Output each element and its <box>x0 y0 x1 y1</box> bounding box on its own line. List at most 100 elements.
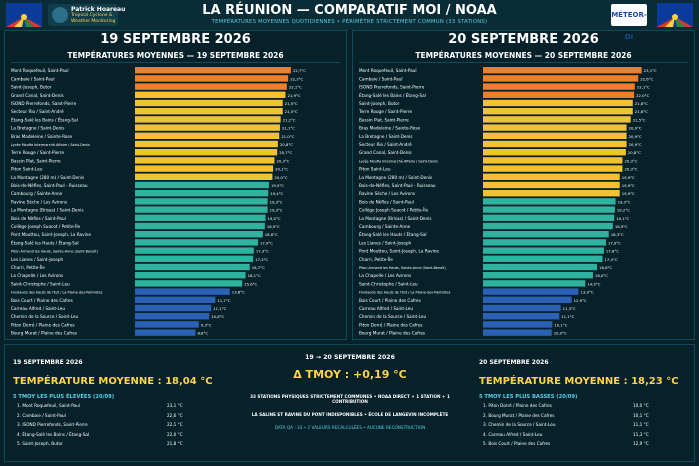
bar <box>135 222 265 230</box>
value-label: 8,8°C <box>197 331 208 336</box>
category-label: Collège Joseph Suacot / Petite-Île <box>11 224 80 229</box>
category-label: Bois-de-Nèfles, Saint-Paul - Ruisseau <box>11 183 88 188</box>
mid-note3: DATA QA : 33 • 2 VALEURS RECALCULÉES • A… <box>274 425 426 430</box>
category-label: Étang-Salé les Bains / Étang-Sal <box>11 117 78 122</box>
bar <box>135 124 280 131</box>
value-label: 19,0°C <box>268 216 281 221</box>
list-item: 3. ISOND Pierrefonds, Saint-Pierre 22,1 °… <box>17 422 197 432</box>
value-label: 21,8°C <box>635 109 648 114</box>
category-label: Bassin Plat, Saint-Pierre <box>11 158 61 163</box>
list-item-name: 3. Chemin de la Source / Saint-Leu <box>483 422 556 427</box>
category-label: Cambaie / Saint-Paul <box>11 76 55 81</box>
category-label: Étang-Salé les Hauts / Étang-Sal <box>359 232 427 237</box>
value-label: 17,2°C <box>255 257 268 262</box>
value-label: 22,3°C <box>290 76 303 81</box>
value-label: 20,8°C <box>280 142 293 147</box>
category-label: Pont Mouttou, Saint-Joseph, La Ravine <box>359 249 439 254</box>
category-label: Grand Canal, Saint-Denis <box>11 93 64 98</box>
bar <box>483 140 627 148</box>
logo-line3: Weather Monitoring <box>71 19 116 24</box>
value-label: 17,9°C <box>260 240 273 245</box>
bar <box>483 304 561 312</box>
list-item-name: 1. Mont Roquefeuil, Saint-Paul <box>17 403 80 408</box>
category-label: Secteur Rio / Saint-André <box>11 109 64 114</box>
category-label: La Bretagne / Saint-Denis <box>359 134 412 139</box>
bar <box>483 321 553 328</box>
category-label: Cambourg / Sainte-Anne <box>11 191 63 196</box>
bar <box>483 116 631 123</box>
logo-meteor-di: MÉTEOR-DI <box>611 4 647 41</box>
category-label: Mont Roquefeuil, Saint-Paul <box>359 68 417 73</box>
value-label: 13,8°C <box>232 290 245 295</box>
list-item-value: 11,1 °C <box>633 422 649 427</box>
reunion-flag-icon <box>6 3 42 27</box>
right-mean: TEMPÉRATURE MOYENNE : 18,23 °C <box>479 376 679 387</box>
category-label: La Chapelle / Les Avirons <box>359 273 411 278</box>
bar <box>483 149 626 156</box>
bar <box>483 239 606 246</box>
panel-date: 20 SEPTEMBRE 2026 <box>448 32 599 47</box>
right-date: 20 SEPTEMBRE 2026 <box>479 359 549 366</box>
category-label: Les Lianes / Saint-Joseph <box>359 240 412 245</box>
left-mean: TEMPÉRATURE MOYENNE : 18,04 °C <box>13 376 213 387</box>
category-label: Chemin de la Source / Saint-Leu <box>359 314 426 319</box>
reunion-flag-icon-right <box>657 3 693 27</box>
list-item: 4. Carreau Alfred / Saint-Leu 11,3 °C <box>483 432 663 442</box>
value-label: 19,3°C <box>618 199 631 204</box>
category-label: Lycée Moufia Intermarché-Affaire / Saint… <box>11 143 90 147</box>
bar <box>135 247 254 254</box>
divider <box>359 62 688 63</box>
logo-line2: Tropical Cyclone & <box>71 13 113 18</box>
category-label: Fondaudo des Hauts de l'Est / La Plaine-… <box>359 291 451 295</box>
bar <box>483 124 627 131</box>
bar <box>483 272 593 279</box>
bar <box>135 255 254 262</box>
category-label: Saint-Joseph, Butor <box>359 101 400 106</box>
bar <box>135 91 286 98</box>
value-label: 17,4°C <box>605 257 618 262</box>
value-label: 19,2°C <box>617 208 630 213</box>
value-label: 10,8°C <box>211 314 224 319</box>
value-label: 21,2°C <box>283 117 296 122</box>
value-label: 16,0°C <box>595 273 608 278</box>
value-label: 11,1°C <box>213 306 226 311</box>
bar <box>135 288 230 295</box>
page-title: LA RÉUNION — COMPARATIF MOI / NOAA <box>202 3 497 18</box>
list-item: 2. Cambaie / Saint-Paul 22,6 °C <box>17 413 197 423</box>
value-label: 11,1°C <box>561 314 574 319</box>
bar <box>483 255 603 262</box>
value-label: 20,7°C <box>279 150 292 155</box>
value-label: 21,0°C <box>281 134 294 139</box>
left-top-list: 1. Mont Roquefeuil, Saint-Paul 23,1 °C 2. … <box>17 403 197 451</box>
value-label: 21,5°C <box>285 109 298 114</box>
category-label: La Montagne (280 m) / Saint-Denis <box>11 175 84 180</box>
category-label: Étang-Salé les Bains / Étang-Sal <box>359 93 426 98</box>
category-label: Piton Saint-Leu <box>11 167 43 172</box>
bar <box>483 75 639 82</box>
bar <box>135 173 273 180</box>
category-label: Charri, Petite-Île <box>11 265 45 270</box>
value-label: 20,0°C <box>274 175 287 180</box>
value-label: 19,1°C <box>616 216 629 221</box>
value-label: 11,3°C <box>563 306 576 311</box>
category-label: Carreau Alfred / Saint-Leu <box>359 306 413 311</box>
value-label: 12,9°C <box>574 298 587 303</box>
logo-patrick-hoareau: Patrick Hoareau Tropical Cyclone & Weath… <box>48 4 125 26</box>
value-label: 20,3°C <box>624 167 637 172</box>
bar <box>483 313 560 320</box>
category-label: Cambaie / Saint-Paul <box>359 76 403 81</box>
value-label: 16,7°C <box>252 265 265 270</box>
category-label: ISOND Pierrefonds, Saint-Pierre <box>359 85 425 90</box>
bar <box>135 313 210 320</box>
value-label: 10,0°C <box>554 331 567 336</box>
value-label: 19,9°C <box>622 183 635 188</box>
bar <box>135 214 266 221</box>
value-label: 19,9°C <box>622 175 635 180</box>
list-item: 2. Bourg Murat / Plaine des Cafres 10,1 °… <box>483 413 663 423</box>
list-item-name: 5. Bois Court / Plaine des Cafres <box>483 441 551 446</box>
value-label: 19,4°C <box>270 191 283 196</box>
value-label: 17,3°C <box>256 249 269 254</box>
value-label: 22,6°C <box>640 76 653 81</box>
category-label: Bois de Nèfles / Saint-Paul <box>11 216 66 221</box>
list-item-name: 4. Étang-Salé les Bains / Étang-Sal <box>17 431 90 437</box>
